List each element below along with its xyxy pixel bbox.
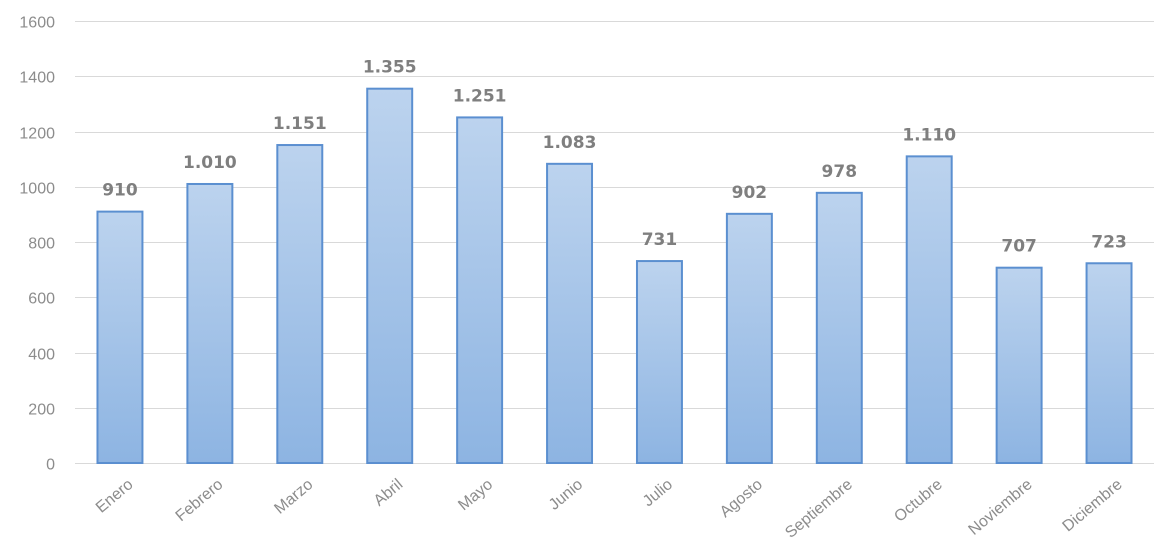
bar (995, 266, 1043, 464)
bar (725, 212, 773, 464)
y-tick-label: 1400 (19, 70, 55, 87)
y-axis-ticks: 0 200 400 600 800 1000 1200 1400 1600 (19, 15, 55, 474)
data-label: 1.355 (363, 58, 417, 78)
data-label: 902 (732, 183, 768, 203)
bar (96, 210, 144, 464)
x-tick-label: Marzo (271, 476, 316, 518)
y-tick-label: 600 (28, 291, 55, 308)
data-label: 1.083 (543, 133, 597, 153)
x-tick-label: Mayo (455, 476, 496, 514)
bar (546, 162, 594, 464)
x-tick-label: Junio (546, 476, 586, 514)
data-label: 910 (102, 181, 138, 201)
bar (905, 155, 953, 465)
data-label: 1.151 (273, 114, 327, 134)
data-label: 1.251 (453, 86, 507, 106)
y-tick-label: 0 (46, 457, 55, 474)
x-tick-label: Julio (640, 476, 676, 510)
y-tick-label: 200 (28, 402, 55, 419)
y-tick-label: 1600 (19, 15, 55, 32)
x-tick-label: Octubre (891, 476, 946, 526)
y-tick-label: 800 (28, 236, 55, 253)
y-tick-label: 1000 (19, 181, 55, 198)
x-tick-label: Noviembre (966, 476, 1036, 539)
bar (186, 182, 234, 465)
data-label: 723 (1091, 232, 1127, 252)
data-label: 1.110 (902, 125, 956, 145)
bar (815, 191, 863, 464)
x-tick-label: Septiembre (782, 476, 856, 542)
bar (1085, 262, 1133, 464)
x-axis-categories: Enero Febrero Marzo Abril Mayo Junio Julio Agos… (93, 476, 1126, 542)
x-tick-label: Enero (93, 476, 137, 517)
x-tick-label: Agosto (717, 476, 766, 521)
data-label: 978 (822, 162, 858, 182)
bar (366, 87, 414, 465)
data-label: 707 (1001, 237, 1037, 257)
x-tick-label: Abril (371, 476, 406, 510)
bars (96, 87, 1133, 465)
data-labels: 910 1.010 1.151 1.355 1.251 1.083 731 902 978 1.1… (102, 58, 1127, 257)
x-tick-label: Diciembre (1060, 476, 1126, 535)
data-label: 1.010 (183, 153, 237, 173)
y-tick-label: 400 (28, 347, 55, 364)
gridlines (75, 21, 1154, 464)
bar (456, 116, 504, 464)
bar (276, 144, 324, 464)
x-tick-label: Febrero (173, 476, 227, 525)
bar (635, 260, 683, 464)
data-label: 731 (642, 230, 678, 250)
y-tick-label: 1200 (19, 126, 55, 143)
